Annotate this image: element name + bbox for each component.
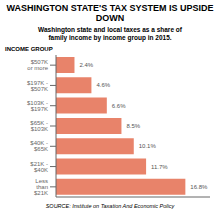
html-text:WASHINGTON STATE'S TAX SYSTEM: WASHINGTON STATE'S TAX SYSTEM IS UPSIDE … (6, 3, 214, 23)
html-text:Washington state and local tax: Washington state and local taxes as a sh… (38, 26, 182, 41)
svg-text:2.4%: 2.4% (79, 62, 93, 68)
svg-text:$21K -$40K: $21K -$40K (30, 161, 48, 173)
svg-text:$40K -$65K: $40K -$65K (30, 140, 48, 152)
svg-text:$507Kor more: $507Kor more (27, 59, 48, 71)
svg-text:4.6%: 4.6% (96, 82, 110, 88)
svg-text:$103K -$197K: $103K -$197K (27, 100, 48, 112)
svg-text:6.6%: 6.6% (112, 103, 126, 109)
svg-text:16.8%: 16.8% (190, 184, 208, 190)
svg-text:Lessthan$21K: Lessthan$21K (34, 178, 48, 196)
html-text:INCOME GROUP: INCOME GROUP (5, 46, 53, 52)
svg-text:8.5%: 8.5% (126, 123, 140, 129)
svg-text:$197K -$507K: $197K -$507K (27, 80, 48, 92)
svg-text:11.7%: 11.7% (151, 164, 168, 170)
html-text:SOURCE: Institute on Taxation: SOURCE: Institute on Taxation And Econom… (45, 203, 175, 209)
svg-text:$65K -$103K: $65K -$103K (30, 120, 48, 132)
svg-text:10.1%: 10.1% (139, 143, 157, 149)
